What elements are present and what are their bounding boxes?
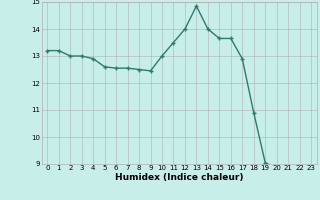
X-axis label: Humidex (Indice chaleur): Humidex (Indice chaleur) [115, 173, 244, 182]
